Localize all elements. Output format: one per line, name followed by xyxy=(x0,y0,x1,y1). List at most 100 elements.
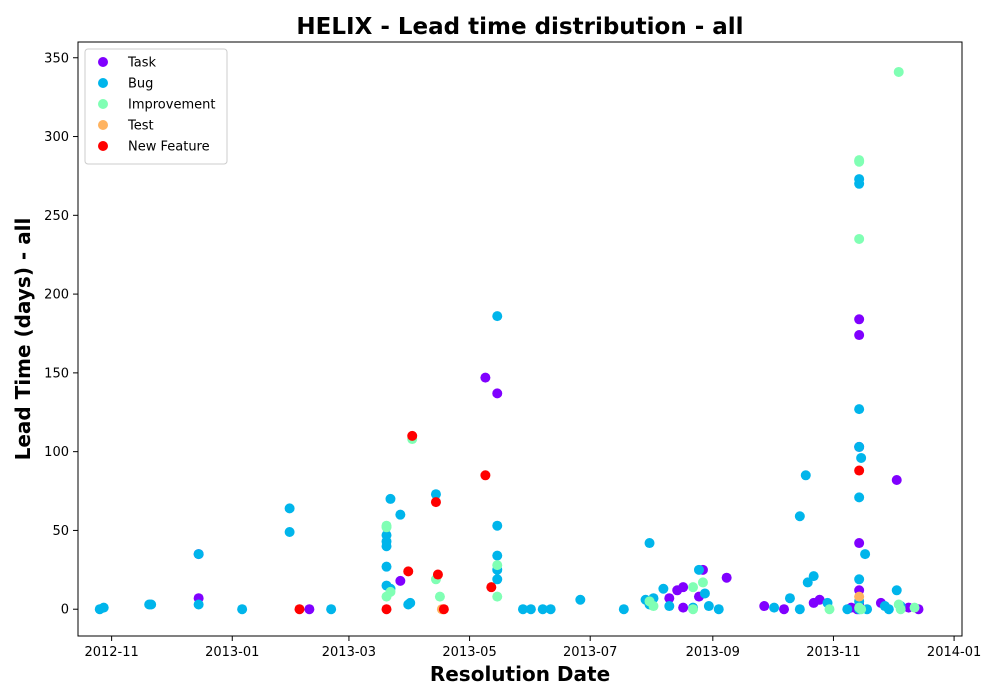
y-tick-label: 300 xyxy=(44,130,69,145)
legend-marker xyxy=(98,120,108,130)
data-point xyxy=(525,604,536,615)
data-point xyxy=(146,599,157,610)
data-point xyxy=(854,233,865,244)
legend-marker xyxy=(98,78,108,88)
y-tick-label: 350 xyxy=(44,51,69,66)
x-tick-label: 2013-01 xyxy=(205,645,259,660)
y-axis-label: Lead Time (days) - all xyxy=(11,218,35,461)
legend-marker xyxy=(98,57,108,67)
data-point xyxy=(814,594,825,605)
legend-entry-label: Test xyxy=(127,119,154,134)
data-point xyxy=(618,604,629,615)
data-point xyxy=(492,520,503,531)
plot-points xyxy=(94,66,924,615)
data-point xyxy=(854,538,865,549)
data-point xyxy=(883,604,894,615)
data-point xyxy=(794,604,805,615)
data-point xyxy=(492,560,503,571)
data-point xyxy=(237,604,248,615)
data-point xyxy=(407,430,418,441)
data-point xyxy=(486,582,497,593)
data-point xyxy=(480,372,491,383)
data-point xyxy=(326,604,337,615)
data-point xyxy=(545,604,556,615)
data-point xyxy=(430,489,441,500)
data-point xyxy=(703,601,714,612)
data-point xyxy=(800,470,811,481)
data-point xyxy=(856,604,867,615)
data-point xyxy=(854,314,865,325)
data-point xyxy=(693,564,704,575)
data-point xyxy=(824,604,835,615)
data-point xyxy=(432,569,443,580)
data-point xyxy=(842,604,853,615)
data-point xyxy=(893,66,904,77)
data-point xyxy=(697,577,708,588)
y-tick-label: 0 xyxy=(61,603,69,618)
data-point xyxy=(854,492,865,503)
data-point xyxy=(854,591,865,602)
data-point xyxy=(854,404,865,415)
data-point xyxy=(856,452,867,463)
data-point xyxy=(430,497,441,508)
data-point xyxy=(688,604,699,615)
data-point xyxy=(891,585,902,596)
data-point xyxy=(575,594,586,605)
data-point xyxy=(193,549,204,560)
data-point xyxy=(854,330,865,341)
data-point xyxy=(405,597,416,608)
x-tick-label: 2013-09 xyxy=(686,645,740,660)
data-point xyxy=(854,465,865,476)
data-point xyxy=(385,586,396,597)
data-point xyxy=(517,604,528,615)
x-tick-label: 2013-11 xyxy=(806,645,860,660)
data-point xyxy=(381,561,392,572)
data-point xyxy=(891,475,902,486)
data-point xyxy=(678,582,689,593)
y-tick-label: 50 xyxy=(52,524,69,539)
legend-entry-label: Improvement xyxy=(128,98,215,113)
data-point xyxy=(909,602,920,613)
data-point xyxy=(304,604,315,615)
data-point xyxy=(784,593,795,604)
data-point xyxy=(403,566,414,577)
legend-marker xyxy=(98,99,108,109)
data-point xyxy=(395,575,406,586)
data-point xyxy=(759,601,770,612)
y-tick-label: 150 xyxy=(44,366,69,381)
data-point xyxy=(492,311,503,322)
data-point xyxy=(860,549,871,560)
data-point xyxy=(664,593,675,604)
x-tick-label: 2013-07 xyxy=(563,645,617,660)
data-point xyxy=(193,599,204,610)
legend-box xyxy=(84,48,228,165)
x-axis-ticks: 2012-11 2013-01 2013-03 2013-05 2013-07 2013-… xyxy=(84,636,981,660)
data-point xyxy=(381,604,392,615)
data-point xyxy=(294,604,305,615)
data-point xyxy=(480,470,491,481)
data-point xyxy=(381,541,392,552)
legend: Task Bug Improvement Test New Feature xyxy=(84,48,228,165)
legend-entry-label: Task xyxy=(127,56,157,71)
data-point xyxy=(648,601,659,612)
data-point xyxy=(537,604,548,615)
y-tick-label: 250 xyxy=(44,209,69,224)
plot-frame xyxy=(77,41,963,637)
data-point xyxy=(854,441,865,452)
data-point xyxy=(678,602,689,613)
data-point xyxy=(658,583,669,594)
data-point xyxy=(385,493,396,504)
y-tick-label: 200 xyxy=(44,288,69,303)
data-point xyxy=(664,601,675,612)
data-point xyxy=(794,511,805,522)
data-point xyxy=(769,602,780,613)
data-point xyxy=(492,574,503,585)
data-point xyxy=(721,572,732,583)
data-point xyxy=(492,388,503,399)
data-point xyxy=(895,604,906,615)
data-point xyxy=(802,577,813,588)
data-point xyxy=(699,588,710,599)
data-point xyxy=(438,604,449,615)
x-tick-label: 2014-01 xyxy=(927,645,981,660)
